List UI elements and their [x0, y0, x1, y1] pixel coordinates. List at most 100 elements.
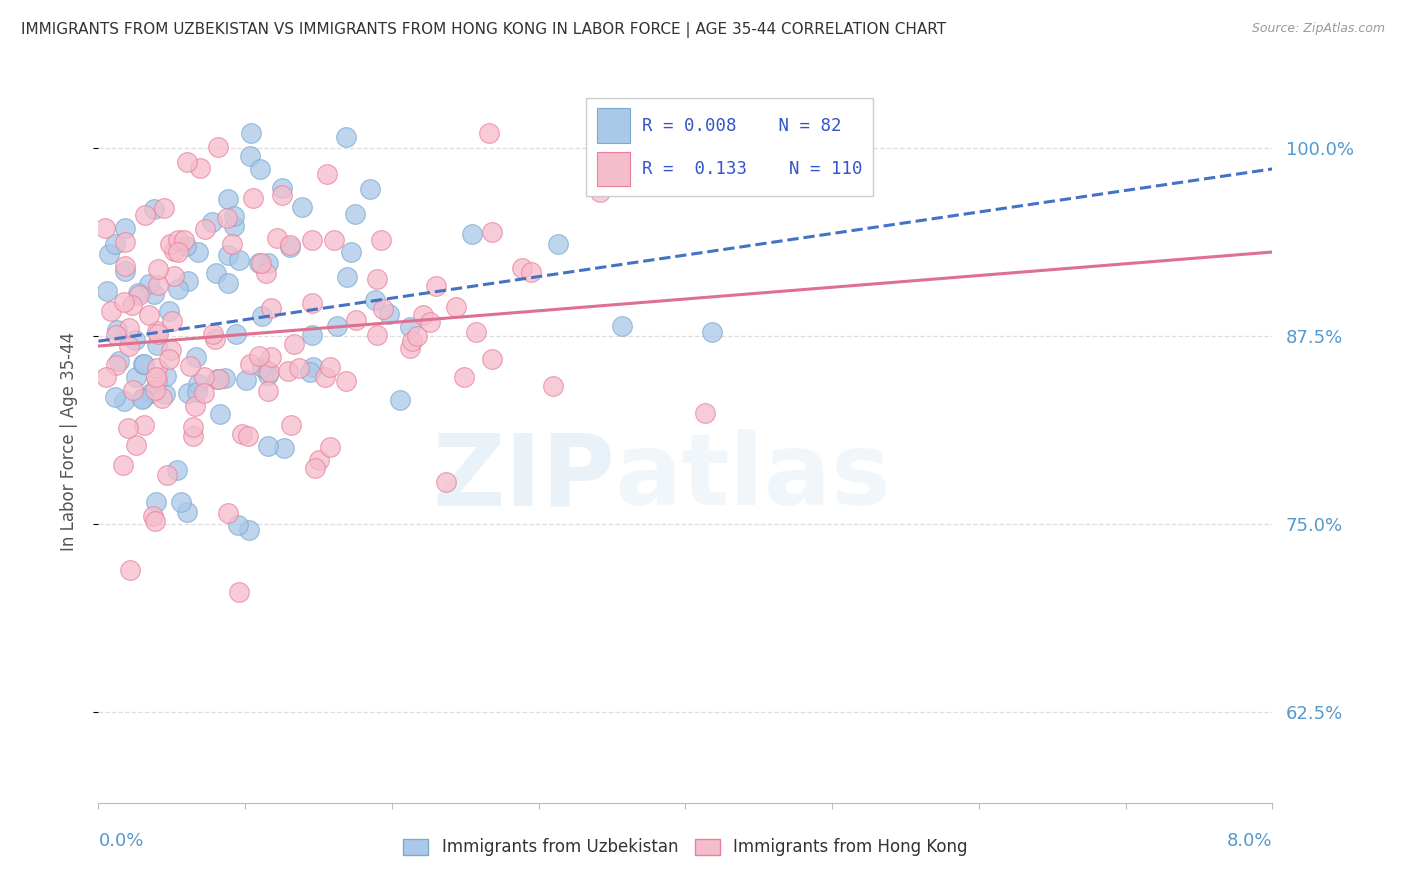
Point	[226, 517, 249, 532]
Point	[107, 323, 129, 337]
Point	[193, 385, 215, 400]
Point	[260, 301, 283, 316]
Point	[134, 357, 156, 371]
Point	[254, 266, 277, 280]
Point	[166, 463, 188, 477]
Point	[222, 209, 245, 223]
Point	[461, 227, 484, 241]
Point	[157, 352, 180, 367]
Point	[134, 418, 156, 433]
Point	[702, 325, 724, 339]
Point	[238, 429, 260, 443]
Point	[249, 256, 271, 270]
Point	[131, 392, 153, 406]
Point	[114, 220, 136, 235]
Point	[145, 370, 167, 384]
Point	[359, 182, 381, 196]
Point	[316, 167, 339, 181]
Text: 8.0%: 8.0%	[1227, 831, 1272, 850]
Point	[157, 303, 180, 318]
Point	[278, 240, 301, 254]
Point	[366, 272, 388, 286]
Point	[256, 384, 278, 399]
Point	[104, 391, 127, 405]
Point	[179, 359, 201, 374]
Point	[249, 162, 271, 177]
Point	[100, 303, 122, 318]
Point	[176, 274, 198, 288]
Point	[153, 201, 176, 215]
Point	[257, 255, 280, 269]
Point	[301, 233, 323, 247]
Point	[156, 467, 179, 482]
Point	[247, 255, 270, 269]
Point	[105, 328, 128, 343]
Point	[225, 326, 247, 341]
Point	[201, 215, 224, 229]
Point	[308, 453, 330, 467]
Point	[187, 376, 209, 391]
Point	[146, 338, 169, 352]
Point	[453, 370, 475, 384]
Point	[118, 339, 141, 353]
Point	[146, 262, 169, 277]
Point	[207, 140, 229, 154]
Point	[132, 391, 155, 405]
Point	[114, 259, 136, 273]
Point	[254, 363, 277, 377]
Text: 0.0%: 0.0%	[98, 831, 143, 850]
Text: R = 0.008    N = 82: R = 0.008 N = 82	[643, 117, 841, 135]
Point	[120, 563, 142, 577]
Point	[228, 252, 250, 267]
Point	[217, 506, 239, 520]
Point	[145, 495, 167, 509]
Point	[122, 384, 145, 398]
Point	[217, 192, 239, 206]
Point	[104, 236, 127, 251]
Point	[188, 161, 211, 176]
Point	[319, 359, 342, 374]
Point	[301, 295, 323, 310]
Point	[108, 353, 131, 368]
Point	[291, 200, 314, 214]
Point	[193, 370, 215, 384]
Point	[176, 505, 198, 519]
Point	[205, 372, 228, 386]
Point	[111, 458, 134, 472]
Point	[235, 373, 257, 387]
Point	[481, 351, 503, 366]
Point	[271, 188, 294, 202]
Point	[217, 276, 239, 290]
Point	[520, 265, 543, 279]
Point	[217, 211, 239, 225]
Point	[288, 361, 311, 376]
Point	[257, 368, 280, 382]
Point	[335, 374, 357, 388]
Point	[146, 277, 169, 292]
Point	[202, 327, 225, 342]
Point	[170, 495, 193, 509]
Point	[128, 287, 150, 301]
Point	[301, 328, 323, 343]
Point	[127, 285, 149, 300]
Point	[252, 359, 274, 374]
Point	[277, 364, 299, 378]
Point	[125, 370, 148, 384]
Point	[117, 421, 139, 435]
Point	[173, 233, 195, 247]
Point	[138, 309, 160, 323]
Point	[204, 332, 226, 346]
FancyBboxPatch shape	[598, 109, 630, 143]
Point	[221, 237, 243, 252]
Point	[399, 319, 422, 334]
Point	[273, 442, 295, 456]
Point	[446, 300, 468, 314]
Point	[121, 298, 143, 312]
Point	[167, 244, 190, 259]
Point	[256, 439, 278, 453]
Point	[378, 307, 401, 321]
Point	[298, 365, 321, 379]
Point	[224, 219, 246, 234]
Point	[389, 392, 412, 407]
Point	[610, 318, 633, 333]
